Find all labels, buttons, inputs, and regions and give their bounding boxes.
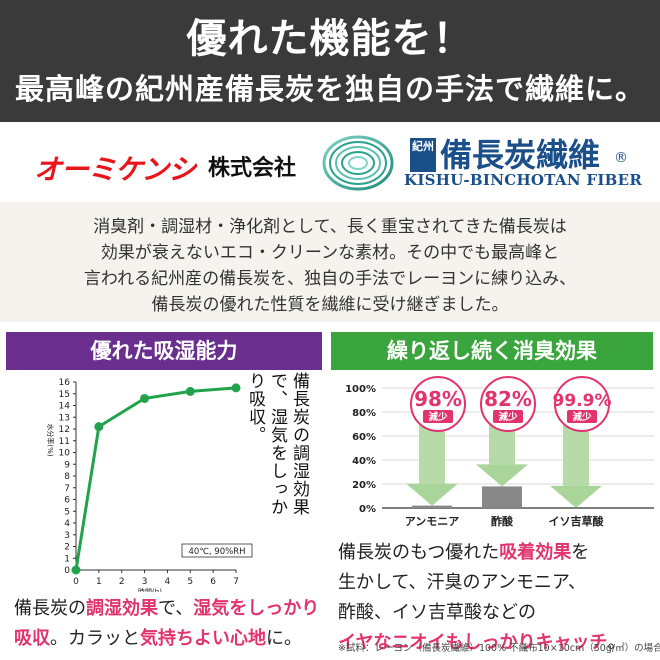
absorption-heading: 優れた吸湿能力 [6,332,322,370]
y-tick-label: 5 [64,507,70,517]
y-tick-label: 11 [59,437,70,447]
y-tick-label: 80% [352,408,376,419]
y-tick-label: 1 [64,554,70,564]
badge-label: 減少 [428,411,448,423]
intro-line: 言われる紀州産の備長炭を、独自の手法でレーヨンに練り込み、 [83,269,577,289]
caption-segment: で、 [158,598,194,619]
y-tick-label: 40% [352,456,376,467]
category-label: イソ吉草酸 [549,514,605,528]
absorption-vertical-text: 備長炭の調湿効果で、湿気をしっかり吸収。 [245,372,309,516]
category-label: アンモニア [405,515,460,528]
caption-segment: 気持ちよい心地 [140,628,266,649]
test-note: ※試料：レーヨン（備長炭繊維）100% 不織布10×10cm（50g/㎡）の場合 [338,643,660,654]
x-tick-label: 6 [210,577,216,587]
condition-label: 40℃, 90%RH [189,547,246,557]
company-suffix: 株式会社 [208,156,297,181]
caption-segment: を [571,542,590,563]
y-tick-label: 0 [64,566,70,576]
deodorize-heading: 繰り返し続く消臭効果 [331,332,653,370]
intro-line: 効果が衰えないエコ・クリーンな素材。その中でも最高峰と [100,243,560,263]
y-tick-label: 8 [64,472,70,482]
remaining-bar [412,505,452,508]
caption-segment: 湿気をしっかり [193,598,320,619]
registered-mark: ® [614,150,628,166]
x-axis-label: 時間(h) [138,588,162,592]
caption-line: 生かして、汗臭のアンモニア、 [338,572,587,593]
badge-ribbon [493,410,523,423]
x-tick-label: 3 [142,577,148,587]
data-point [231,383,241,393]
y-tick-label: 100% [345,384,376,395]
y-tick-label: 60% [352,432,376,443]
y-tick-label: 15 [59,390,70,400]
reduction-percent: 99.9% [553,391,612,411]
y-tick-label: 10 [59,449,71,459]
caption-end: 。 [607,632,626,653]
header-banner: 優れた機能を！ 最高峰の紀州産備長炭を独自の手法で繊維に。 [0,0,660,122]
badge-label: 減少 [498,411,518,423]
reduction-arrow-head [476,464,528,487]
page-subtitle: 最高峰の紀州産備長炭を独自の手法で繊維に。 [14,72,645,106]
y-tick-label: 14 [59,402,71,412]
caption-segment: 吸収 [14,628,50,649]
caption-segment: 吸着効果 [499,542,572,563]
data-point [94,422,104,432]
intro-line: 備長炭の優れた性質を繊維に受け継ぎました。 [151,295,509,315]
x-tick-label: 1 [96,577,102,587]
condition-box [181,543,253,558]
kishu-label: 紀州 [410,138,436,172]
x-tick-label: 4 [165,577,171,587]
intro-section: 消臭剤・調湿材・浄化剤として、長く重宝されてきた備長炭は 効果が衰えないエコ・ク… [0,202,660,322]
y-tick-label: 9 [64,460,70,470]
y-axis-label: 水分率(%) [46,423,55,456]
badge-ribbon [567,410,597,423]
badge-label: 減少 [572,411,592,423]
y-tick-label: 16 [59,378,71,388]
x-tick-label: 0 [73,577,79,587]
moisture-series-line [74,386,237,571]
data-point [185,386,195,396]
caption-highlight: イヤなニオイもしっかりキャッチ [338,632,608,653]
y-tick-label: 2 [64,543,70,553]
y-tick-label: 13 [59,413,70,423]
reduction-percent: 98% [414,387,462,411]
maker-logo: オーミケンシ [34,153,196,186]
y-tick-label: 3 [64,531,70,541]
caption-line: 酢酸、イソ吉草酸などの [338,602,536,623]
x-tick-label: 7 [233,577,239,587]
remaining-bar [482,486,522,508]
y-tick-label: 20% [352,480,376,491]
caption-segment: 備長炭の [14,598,86,619]
caption-segment: 。カラッと [50,628,140,649]
x-tick-label: 2 [119,577,125,587]
reduction-arrow-head [550,485,602,508]
caption-segment: 備長炭のもつ優れた [338,542,500,563]
page-title: 優れた機能を！ [186,15,474,62]
y-tick-label: 7 [64,484,70,494]
absorption-caption: 備長炭の調湿効果で、湿気をしっかり吸収。カラッと気持ちよい心地に。 [14,594,334,654]
y-tick-label: 12 [59,425,70,435]
deodorize-caption: 備長炭のもつ優れた吸着効果を 生かして、汗臭のアンモニア、 酢酸、イソ吉草酸など… [338,538,660,658]
data-point [140,393,150,403]
badge-ribbon [423,410,453,423]
caption-segment: に。 [266,628,302,649]
y-tick-label: 6 [64,496,70,506]
y-tick-label: 0% [359,504,376,515]
x-tick-label: 5 [187,577,193,587]
reduction-arrow-head [406,483,458,506]
reduction-percent: 82% [484,387,532,411]
intro-line: 消臭剤・調湿材・浄化剤として、長く重宝されてきた備長炭は [93,217,567,237]
category-label: 酢酸 [491,514,514,528]
y-tick-label: 4 [64,519,70,529]
data-point [71,565,81,575]
caption-segment: 調湿効果 [86,598,158,619]
binchotan-fiber-logo-icon [322,135,394,191]
deodorize-bar-chart: 0%20%40%60%80%100%アンモニア98%減少酢酸82%減少イソ吉草酸… [345,376,654,528]
product-name-en: KISHU-BINCHOTAN FIBER [404,171,643,189]
product-name-jp: 備長炭繊維 [440,136,601,174]
